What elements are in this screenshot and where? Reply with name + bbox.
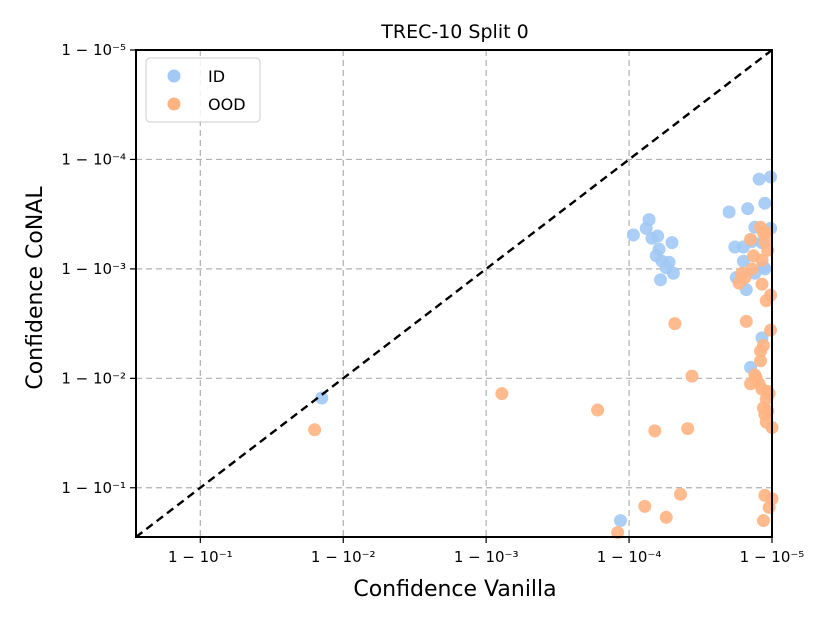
point-id xyxy=(651,229,665,243)
point-ood xyxy=(739,314,753,328)
diagonal-reference-line xyxy=(135,49,773,538)
y-tick-label: 1 − 10⁻¹ xyxy=(61,479,126,497)
point-id xyxy=(642,213,656,227)
point-ood xyxy=(756,514,770,528)
point-ood xyxy=(755,382,769,396)
point-id xyxy=(614,514,628,528)
point-id xyxy=(741,202,755,216)
point-ood xyxy=(611,526,625,540)
point-ood xyxy=(744,232,758,246)
chart-title: TREC-10 Split 0 xyxy=(380,21,528,43)
point-ood xyxy=(659,510,673,524)
legend-marker-ood xyxy=(167,97,181,111)
point-ood xyxy=(761,243,775,257)
x-axis-ticks: 1 − 10⁻¹ 1 − 10⁻² 1 − 10⁻³ 1 − 10⁻⁴ 1 − 10⁻⁵ xyxy=(168,537,804,566)
point-ood xyxy=(759,226,773,240)
point-ood xyxy=(668,317,682,331)
point-id xyxy=(752,172,766,186)
point-ood xyxy=(755,253,769,267)
y-tick-label: 1 − 10⁻⁵ xyxy=(61,41,126,59)
plot-frame xyxy=(135,49,773,538)
y-tick-label: 1 − 10⁻⁴ xyxy=(61,150,126,168)
point-ood xyxy=(638,499,652,513)
point-ood xyxy=(591,403,605,417)
point-ood xyxy=(308,423,322,437)
point-id xyxy=(666,266,680,280)
y-axis-ticks: 1 − 10⁻¹ 1 − 10⁻² 1 − 10⁻³ 1 − 10⁻⁴ 1 − 10⁻⁵ xyxy=(61,41,136,497)
x-tick-label: 1 − 10⁻³ xyxy=(454,548,519,566)
point-ood xyxy=(495,387,509,401)
grid-lines xyxy=(136,50,772,537)
point-ood xyxy=(745,262,759,276)
point-ood xyxy=(744,377,758,391)
x-tick-label: 1 − 10⁻² xyxy=(311,548,376,566)
point-id xyxy=(736,254,750,268)
legend-label-id: ID xyxy=(208,67,225,86)
point-ood xyxy=(648,424,662,438)
legend: ID OOD xyxy=(145,57,261,123)
series-ood xyxy=(308,220,779,540)
point-ood xyxy=(754,354,768,368)
series-id xyxy=(315,170,778,528)
point-id xyxy=(654,273,668,287)
x-tick-label: 1 − 10⁻⁵ xyxy=(740,548,805,566)
y-axis-label: Confidence CoNAL xyxy=(23,186,48,390)
point-id xyxy=(315,391,329,405)
point-ood xyxy=(761,404,775,418)
point-id xyxy=(665,236,679,250)
x-axis-label: Confidence Vanilla xyxy=(353,577,556,602)
point-id xyxy=(758,196,772,210)
point-id xyxy=(626,228,640,242)
point-id xyxy=(662,255,676,269)
point-id xyxy=(722,205,736,219)
legend-label-ood: OOD xyxy=(208,95,246,114)
point-ood xyxy=(764,288,778,302)
point-ood xyxy=(738,271,752,285)
point-ood xyxy=(674,487,688,501)
x-tick-label: 1 − 10⁻⁴ xyxy=(597,548,662,566)
point-ood xyxy=(764,323,778,337)
y-tick-label: 1 − 10⁻² xyxy=(61,369,126,387)
point-ood xyxy=(681,422,695,436)
point-ood xyxy=(754,344,768,358)
data-points xyxy=(308,170,779,540)
legend-marker-id xyxy=(167,69,181,83)
point-ood xyxy=(685,369,699,383)
point-id xyxy=(764,170,778,184)
point-id xyxy=(652,242,666,256)
point-ood xyxy=(755,277,769,291)
x-tick-label: 1 − 10⁻¹ xyxy=(168,548,233,566)
y-tick-label: 1 − 10⁻³ xyxy=(61,260,126,278)
